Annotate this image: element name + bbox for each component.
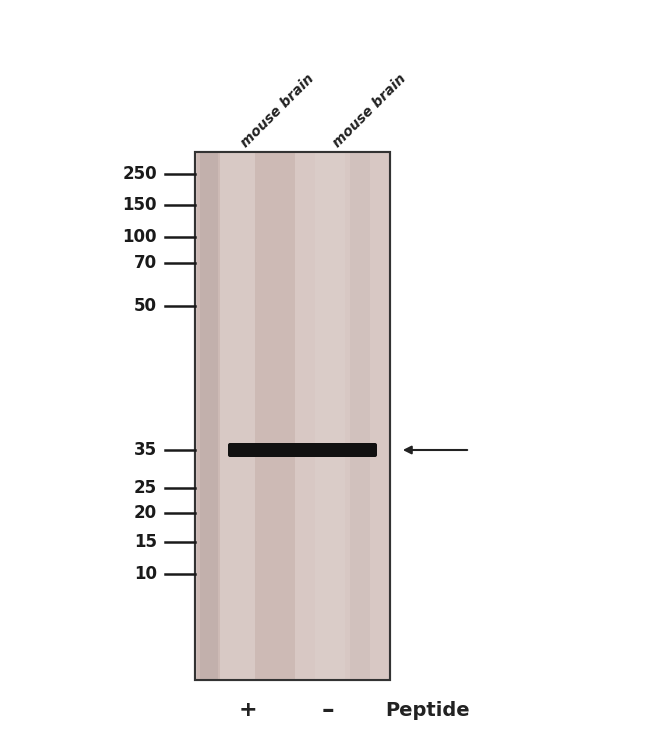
- Bar: [200, 152, 218, 680]
- Text: 150: 150: [122, 196, 157, 214]
- Bar: [315, 152, 345, 680]
- Bar: [195, 152, 390, 680]
- Text: –: –: [322, 698, 334, 722]
- Text: 20: 20: [134, 504, 157, 522]
- Bar: [197, 152, 295, 680]
- Bar: [220, 152, 255, 680]
- Text: mouse brain: mouse brain: [238, 72, 317, 150]
- Bar: [195, 152, 390, 680]
- Text: 10: 10: [134, 565, 157, 583]
- Text: +: +: [239, 700, 257, 720]
- Text: 15: 15: [134, 533, 157, 551]
- Bar: [350, 152, 370, 680]
- Text: Peptide: Peptide: [385, 701, 469, 720]
- Text: 250: 250: [122, 165, 157, 183]
- FancyBboxPatch shape: [228, 443, 377, 457]
- Text: mouse brain: mouse brain: [330, 72, 409, 150]
- Text: 70: 70: [134, 254, 157, 272]
- Bar: [295, 152, 388, 680]
- Text: 100: 100: [122, 228, 157, 246]
- Text: 50: 50: [134, 297, 157, 315]
- Text: 25: 25: [134, 479, 157, 497]
- Text: 35: 35: [134, 441, 157, 459]
